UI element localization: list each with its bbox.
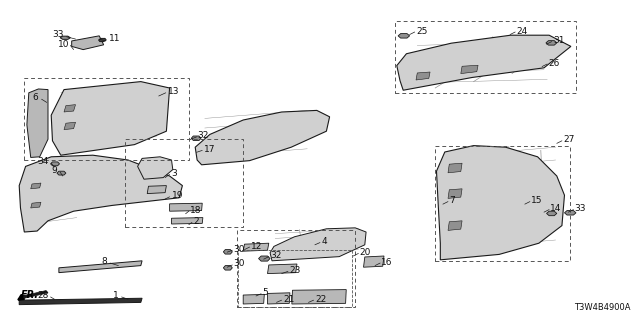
Polygon shape [170, 203, 202, 211]
Polygon shape [64, 122, 76, 130]
Polygon shape [19, 298, 142, 305]
Text: 25: 25 [416, 27, 428, 36]
Bar [237, 230, 355, 307]
Text: 19: 19 [172, 191, 183, 200]
Polygon shape [31, 202, 41, 208]
Text: 4: 4 [321, 237, 327, 246]
Polygon shape [64, 105, 76, 112]
Text: 5: 5 [262, 288, 268, 297]
Polygon shape [60, 36, 70, 39]
Polygon shape [27, 89, 48, 157]
Text: 32: 32 [270, 251, 282, 260]
Text: 22: 22 [315, 295, 326, 304]
Polygon shape [223, 266, 232, 270]
Text: 16: 16 [381, 258, 393, 267]
Bar [238, 250, 352, 307]
Text: 33: 33 [52, 30, 64, 39]
Text: 15: 15 [531, 196, 543, 205]
Polygon shape [99, 38, 106, 42]
Text: 11: 11 [109, 34, 120, 43]
Polygon shape [259, 256, 270, 261]
Polygon shape [72, 36, 104, 50]
Text: 28: 28 [37, 291, 49, 300]
Polygon shape [546, 41, 557, 45]
Polygon shape [172, 218, 203, 224]
Text: 14: 14 [550, 204, 562, 213]
Polygon shape [51, 82, 170, 155]
Text: 8: 8 [102, 257, 108, 266]
Polygon shape [147, 186, 166, 194]
Polygon shape [19, 155, 182, 232]
Bar [435, 146, 570, 261]
Text: 20: 20 [360, 248, 371, 257]
Polygon shape [547, 211, 557, 216]
Text: 32: 32 [198, 132, 209, 140]
Text: 2: 2 [193, 217, 199, 226]
Text: T3W4B4900A: T3W4B4900A [574, 303, 630, 312]
Text: 30: 30 [234, 260, 245, 268]
Polygon shape [59, 261, 142, 273]
Text: 21: 21 [283, 295, 294, 304]
Polygon shape [51, 162, 60, 166]
Text: 17: 17 [204, 145, 215, 154]
Polygon shape [525, 198, 547, 206]
Polygon shape [270, 228, 366, 261]
Text: 12: 12 [251, 242, 262, 251]
Polygon shape [364, 256, 384, 267]
Bar [24, 78, 189, 160]
Polygon shape [223, 250, 232, 254]
Polygon shape [448, 163, 462, 173]
Polygon shape [268, 264, 297, 274]
Polygon shape [31, 183, 41, 189]
Bar [395, 21, 576, 93]
Text: 3: 3 [172, 169, 177, 178]
Text: 23: 23 [289, 266, 301, 275]
Polygon shape [292, 290, 346, 304]
Bar [125, 139, 243, 227]
Text: 6: 6 [33, 93, 38, 102]
Polygon shape [564, 211, 576, 215]
Text: FR.: FR. [20, 290, 38, 300]
Polygon shape [416, 72, 430, 80]
Text: 13: 13 [168, 87, 179, 96]
Text: 9: 9 [52, 166, 58, 175]
Polygon shape [57, 171, 66, 175]
Polygon shape [243, 294, 264, 304]
Polygon shape [461, 65, 478, 74]
Text: 24: 24 [516, 27, 528, 36]
Polygon shape [191, 136, 201, 140]
Text: 31: 31 [553, 36, 564, 45]
Polygon shape [268, 293, 290, 304]
Text: 26: 26 [548, 59, 560, 68]
Polygon shape [398, 34, 410, 38]
Text: 33: 33 [575, 204, 586, 213]
Text: 30: 30 [234, 245, 245, 254]
Text: 34: 34 [37, 157, 49, 166]
Polygon shape [397, 35, 571, 90]
Text: 10: 10 [58, 40, 69, 49]
Polygon shape [22, 291, 48, 298]
Polygon shape [195, 110, 330, 165]
Polygon shape [448, 221, 462, 230]
Text: 27: 27 [563, 135, 575, 144]
Polygon shape [243, 243, 269, 251]
Text: 18: 18 [190, 206, 202, 215]
Polygon shape [138, 157, 173, 179]
Text: 1: 1 [113, 291, 119, 300]
Polygon shape [448, 189, 462, 198]
Polygon shape [436, 146, 564, 260]
Text: 7: 7 [449, 196, 455, 205]
